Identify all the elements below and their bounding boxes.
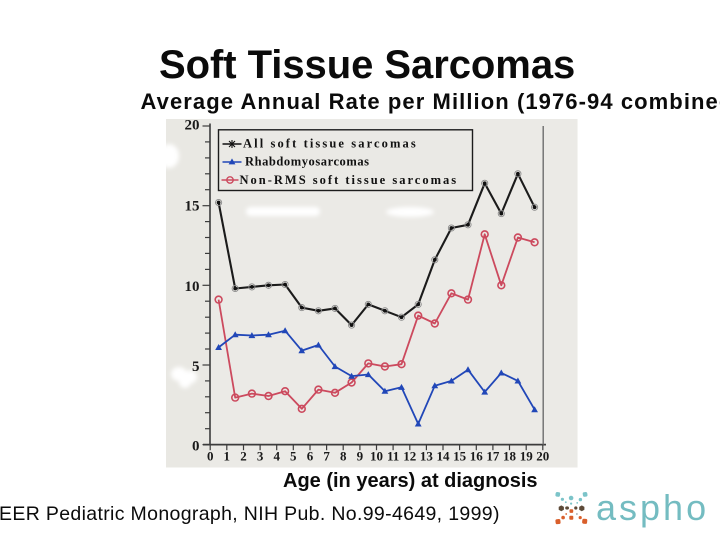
svg-text:12: 12 (403, 449, 416, 464)
svg-text:8: 8 (340, 449, 347, 464)
svg-text:14: 14 (437, 449, 451, 464)
svg-text:0: 0 (192, 438, 200, 454)
svg-text:1: 1 (224, 449, 231, 464)
svg-text:3: 3 (257, 449, 264, 464)
svg-text:16: 16 (470, 449, 484, 464)
svg-text:5: 5 (290, 449, 297, 464)
svg-text:4: 4 (273, 449, 280, 464)
svg-text:2: 2 (240, 449, 247, 464)
svg-text:15: 15 (453, 449, 467, 464)
svg-text:11: 11 (387, 449, 399, 464)
svg-text:All soft tissue sarcomas: All soft tissue sarcomas (243, 137, 418, 151)
svg-text:10: 10 (370, 449, 383, 464)
svg-text:17: 17 (486, 449, 500, 464)
svg-text:18: 18 (503, 449, 517, 464)
svg-text:6: 6 (307, 449, 314, 464)
svg-text:9: 9 (357, 449, 364, 464)
svg-text:Non-RMS soft tissue sarcomas: Non-RMS soft tissue sarcomas (240, 173, 459, 187)
svg-text:20: 20 (185, 117, 200, 133)
svg-text:19: 19 (520, 449, 534, 464)
svg-text:10: 10 (185, 279, 200, 295)
svg-text:7: 7 (323, 449, 330, 464)
svg-text:20: 20 (536, 449, 549, 464)
svg-text:13: 13 (420, 449, 434, 464)
svg-text:Rhabdomyosarcomas: Rhabdomyosarcomas (245, 155, 370, 169)
svg-text:15: 15 (185, 198, 200, 214)
svg-text:5: 5 (192, 359, 200, 375)
svg-text:0: 0 (207, 449, 214, 464)
